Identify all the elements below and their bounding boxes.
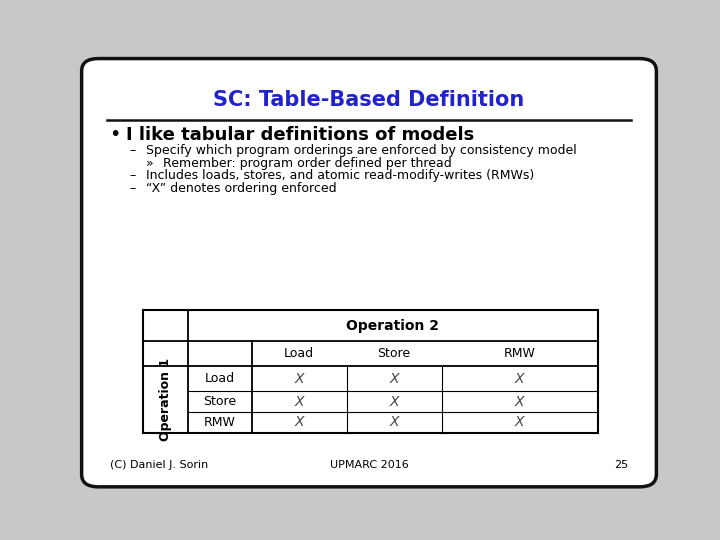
Text: Includes loads, stores, and atomic read-modify-writes (RMWs): Includes loads, stores, and atomic read-… <box>145 170 534 183</box>
Text: X: X <box>294 395 304 409</box>
Text: Specify which program orderings are enforced by consistency model: Specify which program orderings are enfo… <box>145 144 577 157</box>
Text: RMW: RMW <box>204 416 235 429</box>
Text: –: – <box>129 170 135 183</box>
Text: (C) Daniel J. Sorin: (C) Daniel J. Sorin <box>109 460 208 470</box>
Text: RMW: RMW <box>504 347 536 360</box>
Text: Remember: program order defined per thread: Remember: program order defined per thre… <box>163 157 451 170</box>
Text: UPMARC 2016: UPMARC 2016 <box>330 460 408 470</box>
Text: X: X <box>515 395 524 409</box>
Text: X: X <box>390 372 399 386</box>
Text: I like tabular definitions of models: I like tabular definitions of models <box>126 126 474 144</box>
Text: SC: Table-Based Definition: SC: Table-Based Definition <box>213 90 525 110</box>
Text: X: X <box>390 395 399 409</box>
Text: •: • <box>109 125 121 144</box>
Text: Load: Load <box>204 372 235 385</box>
Text: –: – <box>129 144 135 157</box>
Text: Load: Load <box>284 347 315 360</box>
Text: Operation 2: Operation 2 <box>346 319 439 333</box>
Text: Store: Store <box>203 395 236 408</box>
Text: X: X <box>294 415 304 429</box>
Text: X: X <box>294 372 304 386</box>
Text: Store: Store <box>377 347 410 360</box>
Text: Operation 1: Operation 1 <box>159 358 172 441</box>
FancyBboxPatch shape <box>143 310 598 433</box>
FancyBboxPatch shape <box>81 58 657 487</box>
Text: X: X <box>515 415 524 429</box>
Text: 25: 25 <box>614 460 629 470</box>
Text: –: – <box>129 182 135 195</box>
Text: “X” denotes ordering enforced: “X” denotes ordering enforced <box>145 182 336 195</box>
Text: »: » <box>145 157 153 170</box>
Text: X: X <box>390 415 399 429</box>
Text: X: X <box>515 372 524 386</box>
